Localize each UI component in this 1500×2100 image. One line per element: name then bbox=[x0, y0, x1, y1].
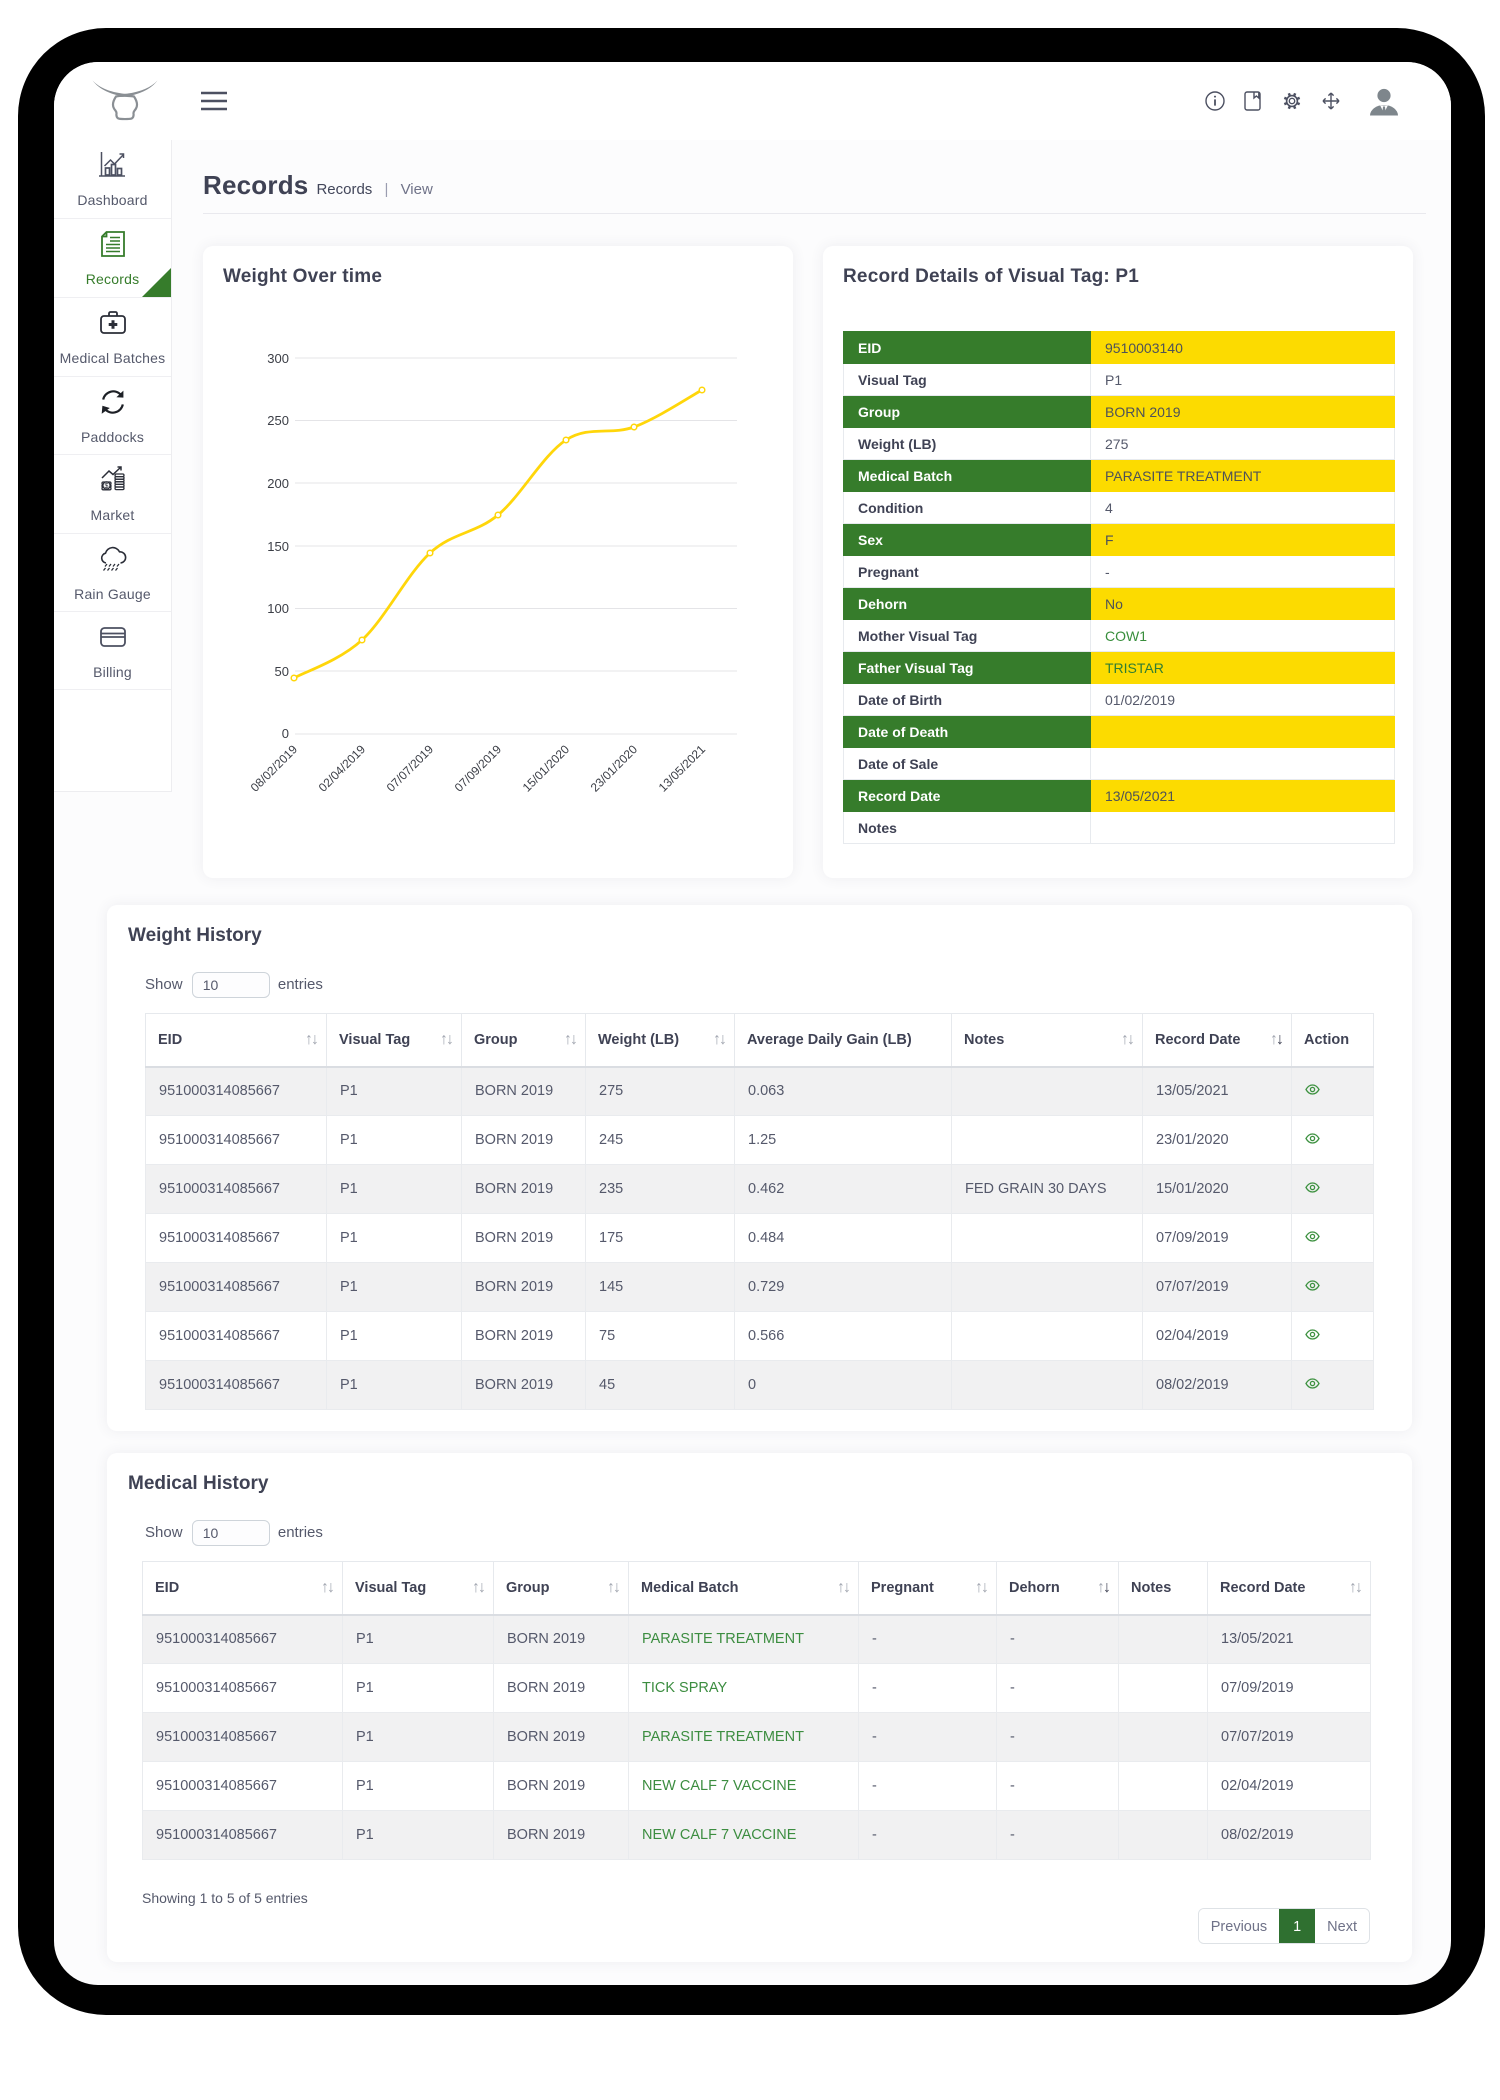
svg-text:02/04/2019: 02/04/2019 bbox=[316, 742, 369, 795]
svg-text:150: 150 bbox=[267, 539, 289, 554]
svg-text:07/09/2019: 07/09/2019 bbox=[452, 742, 505, 795]
svg-text:23/01/2020: 23/01/2020 bbox=[588, 742, 641, 795]
svg-text:08/02/2019: 08/02/2019 bbox=[248, 742, 301, 795]
svg-text:07/07/2019: 07/07/2019 bbox=[384, 742, 437, 795]
svg-text:15/01/2020: 15/01/2020 bbox=[520, 742, 573, 795]
svg-text:100: 100 bbox=[267, 601, 289, 616]
svg-text:250: 250 bbox=[267, 413, 289, 428]
svg-text:$: $ bbox=[104, 483, 108, 490]
svg-text:13/05/2021: 13/05/2021 bbox=[656, 742, 709, 795]
svg-text:50: 50 bbox=[275, 664, 289, 679]
svg-text:0: 0 bbox=[282, 726, 289, 741]
svg-text:300: 300 bbox=[267, 351, 289, 366]
svg-text:200: 200 bbox=[267, 476, 289, 491]
